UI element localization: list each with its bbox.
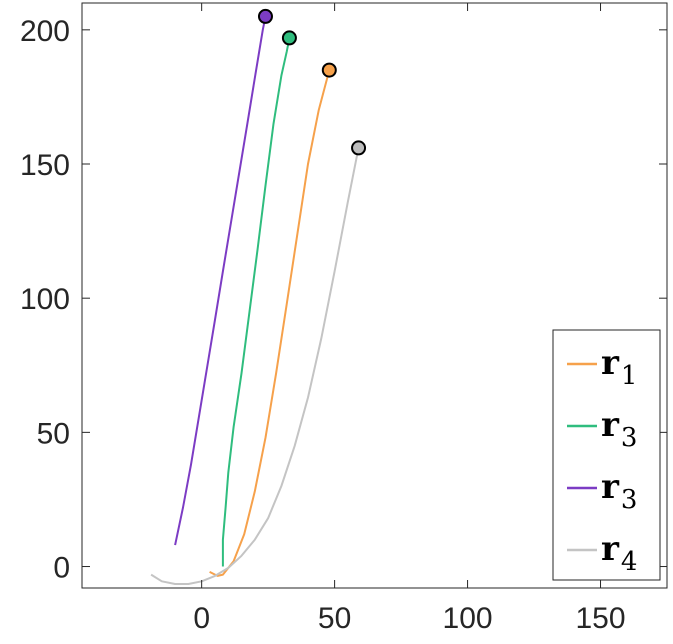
series-line-2 — [221, 37, 291, 567]
y-tick-label: 150 — [20, 149, 70, 182]
tick-layer: 0 50 100 150 0 50 100 150 200 — [20, 3, 667, 635]
series-line-4 — [150, 147, 360, 585]
endpoint-marker-4 — [351, 140, 367, 156]
legend-label-1: r1 — [601, 343, 637, 391]
legend: r1 r3 r3 r4 — [552, 329, 661, 581]
x-tick-label: 100 — [443, 602, 493, 635]
endpoint-marker-1 — [321, 62, 337, 78]
series-line-1 — [209, 69, 331, 577]
x-tick-label: 50 — [318, 602, 351, 635]
series-line-3 — [174, 16, 267, 546]
x-tick-label: 0 — [193, 602, 210, 635]
endpoint-marker-2 — [281, 30, 297, 46]
y-tick-label: 0 — [53, 552, 70, 585]
legend-label-3: r3 — [601, 467, 637, 515]
y-tick-label: 50 — [37, 417, 70, 450]
legend-label-2: r3 — [601, 405, 637, 453]
endpoint-layer — [257, 8, 367, 156]
x-tick-label: 150 — [575, 602, 625, 635]
y-tick-label: 100 — [20, 283, 70, 316]
endpoint-marker-3 — [257, 8, 273, 24]
legend-label-4: r4 — [601, 529, 637, 577]
legend-box — [552, 329, 661, 581]
series-layer — [150, 16, 360, 585]
y-tick-label: 200 — [20, 15, 70, 48]
